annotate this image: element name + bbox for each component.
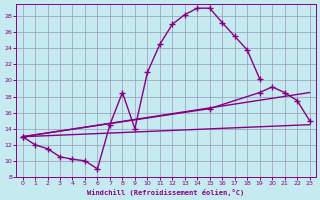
X-axis label: Windchill (Refroidissement éolien,°C): Windchill (Refroidissement éolien,°C) <box>87 189 245 196</box>
